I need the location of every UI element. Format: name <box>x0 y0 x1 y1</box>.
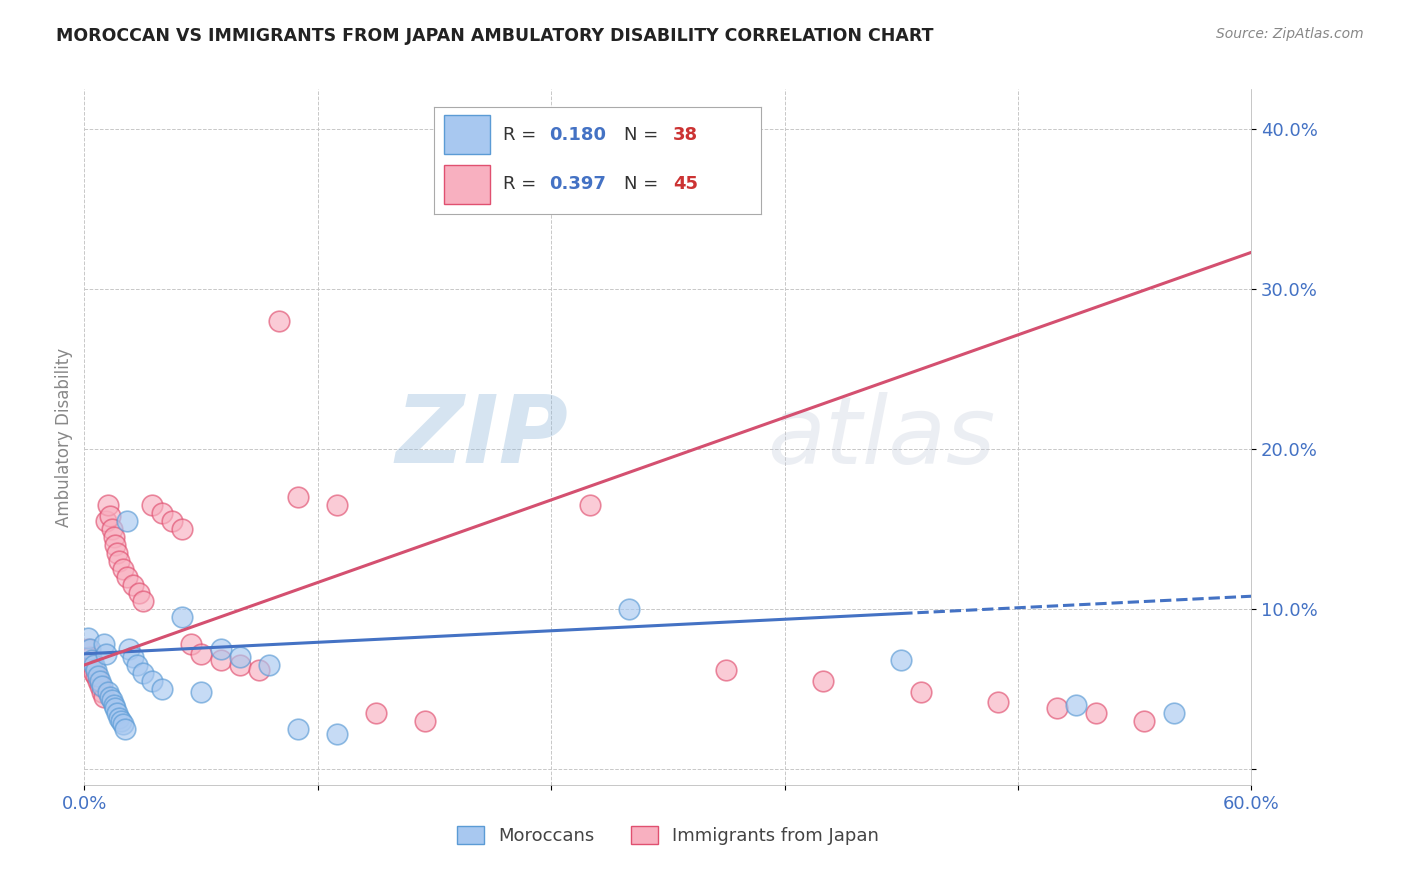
Point <box>910 685 932 699</box>
Point <box>94 514 117 528</box>
Point <box>112 562 135 576</box>
Point <box>128 586 150 600</box>
Point <box>77 631 100 645</box>
Point <box>1163 706 1185 720</box>
Point <box>141 498 163 512</box>
Point <box>890 653 912 667</box>
Point <box>115 514 138 528</box>
Point <box>103 530 125 544</box>
Point <box>83 665 105 680</box>
Point <box>413 714 436 728</box>
Point <box>987 695 1010 709</box>
Point <box>98 509 121 524</box>
Point <box>190 647 212 661</box>
Point <box>1133 714 1156 728</box>
Point <box>463 194 485 209</box>
Point <box>90 679 112 693</box>
Point <box>190 685 212 699</box>
Point <box>97 685 120 699</box>
Point <box>89 673 111 688</box>
Point <box>84 669 107 683</box>
Point <box>366 706 388 720</box>
Point <box>115 570 138 584</box>
Point <box>209 642 232 657</box>
Point <box>287 490 309 504</box>
Point <box>104 538 127 552</box>
Point <box>79 650 101 665</box>
Point <box>110 714 132 728</box>
Point <box>229 650 252 665</box>
Point <box>150 681 173 696</box>
Text: atlas: atlas <box>768 392 995 483</box>
Point <box>108 711 131 725</box>
Point <box>82 658 104 673</box>
Point <box>93 690 115 704</box>
Point <box>170 610 193 624</box>
Point <box>122 650 145 665</box>
Point <box>160 514 183 528</box>
Text: MOROCCAN VS IMMIGRANTS FROM JAPAN AMBULATORY DISABILITY CORRELATION CHART: MOROCCAN VS IMMIGRANTS FROM JAPAN AMBULA… <box>56 27 934 45</box>
Point <box>326 498 349 512</box>
Text: Source: ZipAtlas.com: Source: ZipAtlas.com <box>1216 27 1364 41</box>
Point <box>79 642 101 657</box>
Point <box>94 647 117 661</box>
Point <box>813 673 835 688</box>
Point <box>83 658 105 673</box>
Point <box>716 663 738 677</box>
Point <box>180 637 202 651</box>
Point <box>170 522 193 536</box>
Point <box>267 314 290 328</box>
Point <box>125 658 148 673</box>
Y-axis label: Ambulatory Disability: Ambulatory Disability <box>55 348 73 526</box>
Point <box>107 706 129 720</box>
Point <box>326 727 349 741</box>
Point <box>1084 706 1107 720</box>
Point <box>90 685 112 699</box>
Point <box>209 653 232 667</box>
Point <box>103 698 125 712</box>
Point <box>1046 701 1069 715</box>
Point <box>132 665 155 680</box>
Point <box>100 693 122 707</box>
Point <box>87 669 110 683</box>
Point <box>97 498 120 512</box>
Point <box>93 637 115 651</box>
Point <box>87 673 110 688</box>
Point <box>108 554 131 568</box>
Point <box>104 701 127 715</box>
Point <box>84 663 107 677</box>
Point <box>82 653 104 667</box>
Point <box>1066 698 1088 712</box>
Point <box>257 658 280 673</box>
Point <box>112 717 135 731</box>
Point <box>114 722 136 736</box>
Legend: Moroccans, Immigrants from Japan: Moroccans, Immigrants from Japan <box>450 819 886 853</box>
Point <box>122 578 145 592</box>
Point <box>249 663 271 677</box>
Text: ZIP: ZIP <box>395 391 568 483</box>
Point <box>100 522 122 536</box>
Point <box>141 673 163 688</box>
Point <box>107 546 129 560</box>
Point <box>617 602 640 616</box>
Point <box>150 506 173 520</box>
Point <box>132 594 155 608</box>
Point <box>98 690 121 704</box>
Point <box>287 722 309 736</box>
Point <box>118 642 141 657</box>
Point <box>229 658 252 673</box>
Point <box>77 642 100 657</box>
Point <box>579 498 602 512</box>
Point <box>89 679 111 693</box>
